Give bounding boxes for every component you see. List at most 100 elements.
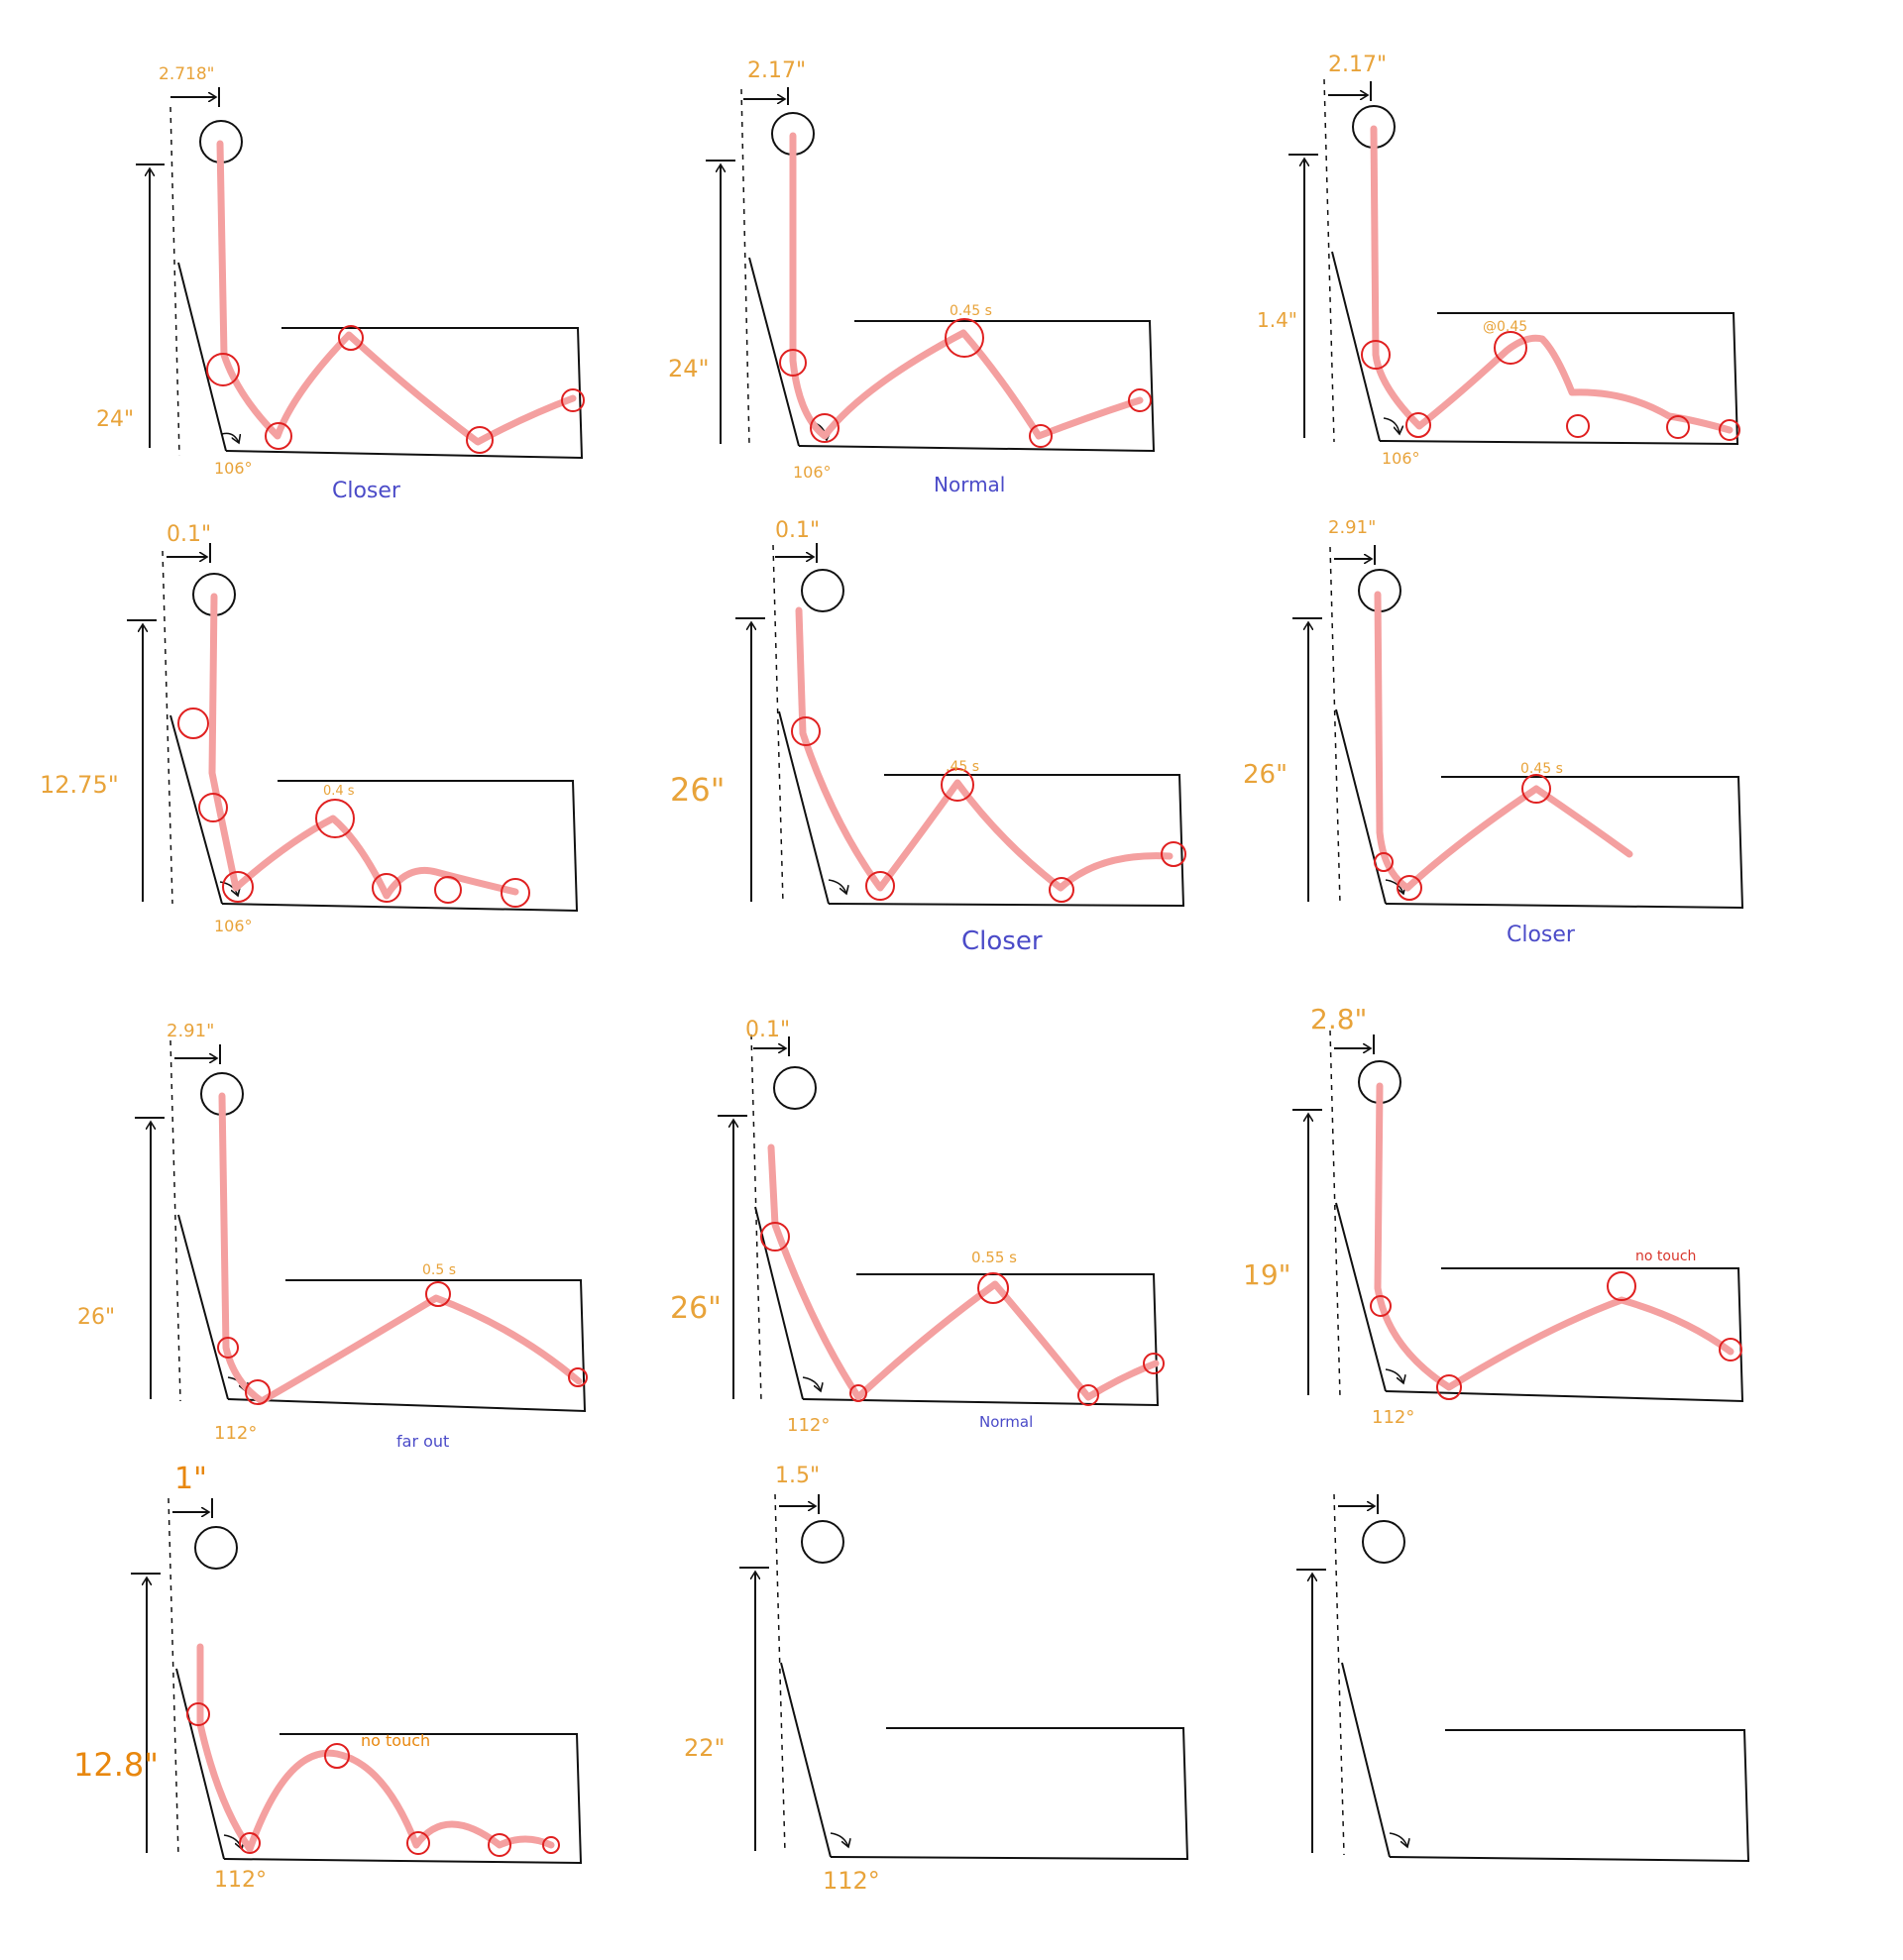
tray-outline xyxy=(227,1279,587,1413)
contact-marker xyxy=(222,871,254,903)
angle-label: 112° xyxy=(214,1868,267,1893)
setup-drawing xyxy=(135,1039,587,1413)
contact-marker xyxy=(315,799,355,838)
tray-outline xyxy=(1385,1267,1744,1403)
setup-drawing xyxy=(735,543,1185,908)
setup-drawing xyxy=(1288,78,1739,446)
wall-dashed-line xyxy=(1329,1030,1341,1398)
wall-dashed-line xyxy=(168,1497,179,1858)
note-label: Normal xyxy=(979,1413,1033,1431)
contact-marker xyxy=(265,422,292,450)
contact-marker xyxy=(1566,414,1590,438)
wall-dashed-line xyxy=(1333,1493,1345,1856)
peak-time-label: @0.45 xyxy=(1483,319,1527,335)
wall-dashed-line xyxy=(772,544,784,905)
height-label: 12.75" xyxy=(40,771,119,799)
setup-drawing xyxy=(127,543,579,913)
ball-path xyxy=(1370,125,1734,434)
ramp-line xyxy=(1331,251,1381,442)
note-label: Closer xyxy=(1507,923,1576,947)
offset-label: 1.5" xyxy=(775,1464,820,1488)
contact-marker xyxy=(849,1384,867,1402)
contact-marker xyxy=(542,1836,560,1854)
contact-marker xyxy=(239,1832,261,1854)
note-label: Closer xyxy=(332,479,401,503)
panel-3: 2.17" 1.4" 106° @0.45 xyxy=(1257,53,1740,468)
wall-dashed-line xyxy=(169,106,180,457)
height-label: 12.8" xyxy=(73,1746,159,1784)
contact-marker xyxy=(1161,841,1186,867)
height-label: 1.4" xyxy=(1257,308,1297,332)
height-label: 26" xyxy=(1243,760,1287,790)
angle-label: 106° xyxy=(214,459,253,478)
contact-marker xyxy=(791,716,821,746)
contact-marker xyxy=(1397,875,1422,901)
offset-label: 2.91" xyxy=(167,1021,214,1041)
contact-marker xyxy=(177,708,209,739)
panel-12 xyxy=(1296,1493,1750,1863)
contact-markers xyxy=(217,1281,588,1405)
contact-marker xyxy=(941,768,974,802)
panel-7: 2.91" 26" 112° 0.5 s far out xyxy=(77,1021,588,1451)
angle-arc xyxy=(219,881,238,896)
contact-marker xyxy=(1049,877,1074,903)
peak-time-label: 0.45 s xyxy=(1520,761,1563,777)
offset-label: 2.8" xyxy=(1310,1003,1367,1035)
contact-marker xyxy=(488,1833,511,1857)
angle-arc xyxy=(830,1832,848,1847)
contact-marker xyxy=(1029,424,1053,448)
note-label: Closer xyxy=(961,926,1043,956)
contact-markers xyxy=(1374,774,1551,901)
wall-dashed-line xyxy=(1323,78,1335,443)
angle-label: 112° xyxy=(1372,1407,1414,1428)
setup-drawing xyxy=(136,87,584,460)
contact-marker xyxy=(1719,1338,1742,1361)
peak-time-label: .45 s xyxy=(946,759,979,775)
height-label: 26" xyxy=(670,1291,722,1326)
height-label: 24" xyxy=(668,355,710,382)
tray-outline xyxy=(828,774,1185,908)
angle-label: 112° xyxy=(787,1415,830,1436)
ramp-line xyxy=(169,714,223,905)
height-label: 22" xyxy=(684,1734,726,1762)
ramp-line xyxy=(175,1668,225,1860)
ramp-line xyxy=(1335,1202,1387,1392)
ball-start xyxy=(1362,1520,1405,1564)
contact-marker xyxy=(245,1379,271,1405)
ramp-line xyxy=(177,262,227,452)
note-label: Normal xyxy=(934,473,1005,496)
contact-marker xyxy=(501,878,530,908)
contact-marker xyxy=(406,1831,430,1855)
ramp-line xyxy=(778,710,830,905)
contact-marker xyxy=(561,388,585,412)
peak-time-label: 0.5 s xyxy=(422,1262,456,1278)
contact-marker xyxy=(1370,1295,1392,1317)
tray-outline xyxy=(1379,312,1739,446)
angle-arc xyxy=(1385,1368,1403,1383)
offset-label: 2.91" xyxy=(1328,517,1376,538)
ramp-line xyxy=(1335,708,1387,905)
tray-outline xyxy=(221,780,579,913)
contact-marker xyxy=(760,1222,790,1252)
contact-marker xyxy=(1143,1353,1165,1374)
contact-marker xyxy=(779,349,807,377)
angle-arc xyxy=(828,879,846,894)
contact-marker xyxy=(945,318,984,358)
ramp-line xyxy=(1341,1662,1391,1858)
peak-time-label: 0.55 s xyxy=(971,1249,1017,1266)
setup-drawing xyxy=(706,87,1156,453)
ball-path xyxy=(1374,591,1633,892)
tray-outline xyxy=(1389,1729,1750,1863)
ramp-line xyxy=(754,1206,804,1400)
contact-markers xyxy=(177,708,530,908)
ramp-line xyxy=(780,1662,832,1858)
contact-marker xyxy=(1607,1271,1636,1301)
contact-marker xyxy=(1405,412,1431,438)
tray-outline xyxy=(1385,776,1744,910)
setup-drawing xyxy=(739,1493,1189,1861)
wall-dashed-line xyxy=(162,550,173,905)
offset-label: 0.1" xyxy=(775,518,820,543)
ball-start xyxy=(194,1526,238,1570)
peak-time-label: no touch xyxy=(361,1731,430,1750)
